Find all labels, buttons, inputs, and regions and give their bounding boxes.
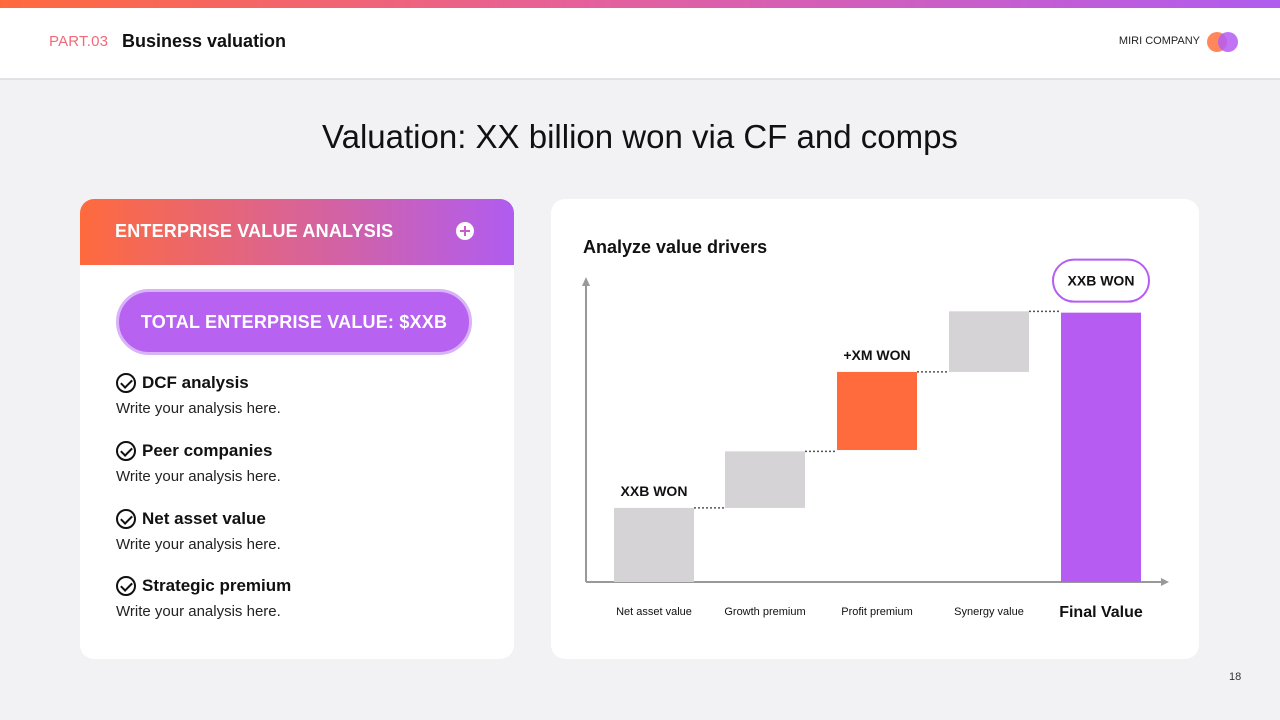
card-header-title: ENTERPRISE VALUE ANALYSIS bbox=[115, 221, 394, 241]
category-label: Synergy value bbox=[954, 606, 1024, 618]
category-label: Growth premium bbox=[724, 606, 805, 618]
annotation-label: +XM WON bbox=[843, 347, 910, 363]
item-description: Write your analysis here. bbox=[116, 603, 281, 620]
analysis-item-premium: Strategic premium Write your analysis he… bbox=[116, 576, 291, 620]
analysis-item-peer: Peer companies Write your analysis here. bbox=[116, 441, 281, 485]
total-value-pill: TOTAL ENTERPRISE VALUE: $XXB bbox=[116, 289, 472, 355]
part-label: PART.03 bbox=[49, 33, 109, 50]
annotation-label: XXB WON bbox=[621, 483, 688, 499]
page-title: Valuation: XX billion won via CF and com… bbox=[322, 118, 958, 155]
header: PART.03 Business valuation MIRI COMPANY bbox=[0, 8, 1280, 80]
waterfall-bar bbox=[837, 371, 917, 451]
check-circle-icon bbox=[116, 576, 136, 596]
chart-title: Analyze value drivers bbox=[583, 237, 768, 257]
category-label: Profit premium bbox=[841, 606, 913, 618]
check-circle-icon bbox=[116, 373, 136, 393]
plus-circle-icon[interactable] bbox=[456, 222, 474, 240]
page-number: 18 bbox=[1229, 671, 1242, 683]
logo-circle-purple bbox=[1218, 32, 1238, 52]
section-title: Business valuation bbox=[122, 31, 287, 51]
waterfall-bar bbox=[614, 507, 694, 582]
item-description: Write your analysis here. bbox=[116, 468, 281, 485]
category-label: Net asset value bbox=[616, 606, 692, 618]
waterfall-chart: Net asset value Growth premium Profit prem… bbox=[582, 258, 1169, 621]
waterfall-bar bbox=[1061, 312, 1141, 582]
enterprise-value-card: ENTERPRISE VALUE ANALYSIS TOTAL ENTERPRI… bbox=[80, 199, 514, 659]
annotation-label: XXB WON bbox=[1068, 273, 1135, 289]
analysis-item-dcf: DCF analysis Write your analysis here. bbox=[116, 373, 281, 417]
waterfall-bar bbox=[725, 451, 805, 508]
company-name: MIRI COMPANY bbox=[1118, 35, 1200, 47]
item-description: Write your analysis here. bbox=[116, 536, 281, 553]
top-accent-bar bbox=[0, 0, 1280, 8]
category-label: Final Value bbox=[1059, 604, 1143, 621]
x-axis-arrow bbox=[1161, 578, 1169, 586]
check-circle-icon bbox=[116, 509, 136, 529]
item-title: DCF analysis bbox=[142, 373, 249, 392]
card-header: ENTERPRISE VALUE ANALYSIS bbox=[80, 199, 514, 265]
item-title: Net asset value bbox=[142, 509, 266, 528]
value-drivers-card: Analyze value drivers Net asset value Gro… bbox=[551, 199, 1199, 659]
check-circle-icon bbox=[116, 441, 136, 461]
analysis-item-nav: Net asset value Write your analysis here… bbox=[116, 509, 281, 553]
company-logo bbox=[1207, 32, 1239, 52]
y-axis-arrow bbox=[582, 277, 590, 286]
item-title: Strategic premium bbox=[142, 576, 292, 595]
waterfall-bar bbox=[949, 311, 1029, 372]
item-description: Write your analysis here. bbox=[116, 400, 281, 417]
annotation-pill bbox=[1052, 258, 1150, 303]
item-title: Peer companies bbox=[142, 441, 273, 460]
